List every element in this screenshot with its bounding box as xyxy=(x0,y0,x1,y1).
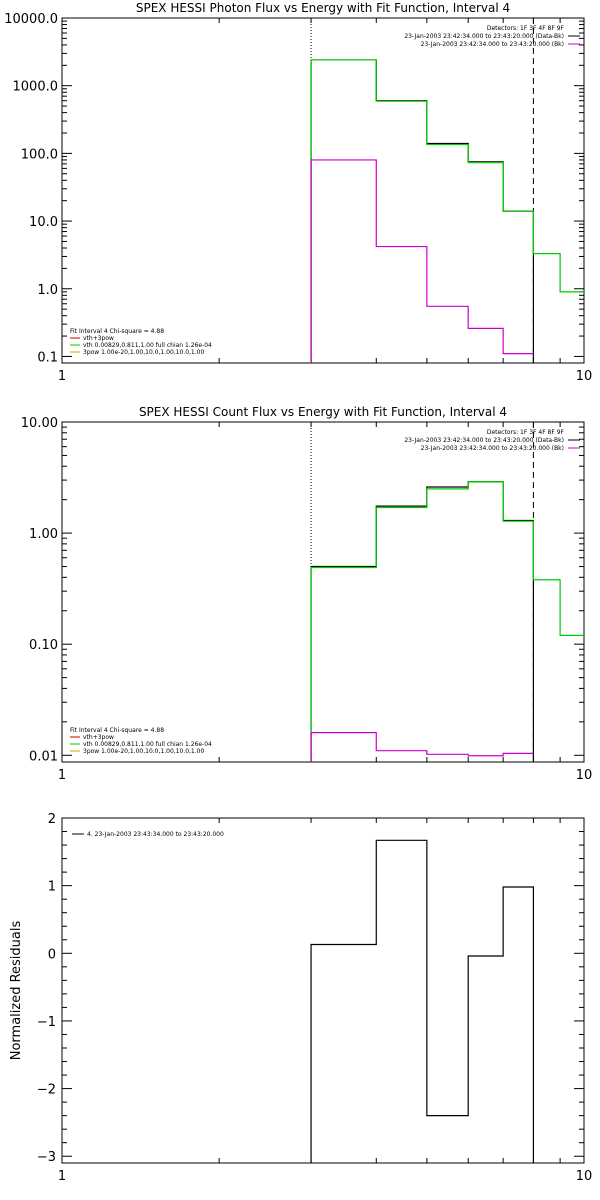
legend-label: vth+3pow xyxy=(83,734,114,741)
info-line: Detectors: 1F 3F 4F 8F 9F xyxy=(487,429,565,436)
y-tick-label: 10.0 xyxy=(29,215,58,230)
x-tick-label: 1 xyxy=(58,369,66,384)
chart-title: SPEX HESSI Count Flux vs Energy with Fit… xyxy=(139,405,507,419)
info-line: Detectors: 1F 3F 4F 8F 9F xyxy=(487,25,565,32)
info-line: 23-Jan-2003 23:42:34.000 to 23:43:20.000… xyxy=(404,33,564,40)
plot-frame xyxy=(61,817,585,1164)
y-tick-label: 0.10 xyxy=(29,638,58,653)
chart-panel-2: SPEX HESSI Count Flux vs Energy with Fit… xyxy=(21,405,592,783)
y-axis-label: Normalized Residuals xyxy=(9,921,24,1061)
series-step-1 xyxy=(310,839,535,1163)
info-line: 23-Jan-2003 23:42:34.000 to 23:43:20.000… xyxy=(404,437,564,444)
plot-frame xyxy=(61,17,585,364)
x-tick-label: 10 xyxy=(576,369,593,384)
legend-label: 3pow 1.00e-20,1.00,10.0,1.00,10.0,1.00 xyxy=(83,349,204,356)
y-tick-label: 2 xyxy=(48,812,56,827)
x-tick-label: 10 xyxy=(576,768,593,783)
series-step-3 xyxy=(310,159,534,363)
y-tick-label: 1 xyxy=(48,880,56,895)
y-tick-label: −2 xyxy=(37,1083,56,1098)
legend-header: Fit Interval 4 Chi-square = 4.88 xyxy=(70,727,164,734)
y-tick-label: 10.00 xyxy=(21,416,58,431)
y-tick-label: 10000.0 xyxy=(4,12,58,27)
y-tick-label: 100.0 xyxy=(21,147,58,162)
legend-label: 4. 23-Jan-2003 23:43:34.000 to 23:43:20.… xyxy=(87,831,224,838)
x-tick-label: 1 xyxy=(58,1169,66,1184)
series-step-1 xyxy=(310,59,535,363)
series-step-1 xyxy=(310,481,535,762)
series-step-2 xyxy=(310,481,584,762)
legend-label: vth 0.00829,0.811,1.00 full chian 1.26e-… xyxy=(83,342,212,349)
legend-label: 3pow 1.00e-20,1.00,10.0,1.00,10.0,1.00 xyxy=(83,748,204,755)
y-tick-label: 0.1 xyxy=(37,350,58,365)
plot-frame xyxy=(61,421,585,763)
y-tick-label: −1 xyxy=(37,1015,56,1030)
y-tick-label: 1.0 xyxy=(37,283,58,298)
series-step-3 xyxy=(310,732,534,762)
x-tick-label: 1 xyxy=(58,768,66,783)
chart-panel-3: 1 10 −3 −2 −1 0 1 2 Normalized Residuals 4. 23-Ja… xyxy=(9,812,592,1184)
chart-panel-1: SPEX HESSI Photon Flux vs Energy with Fi… xyxy=(4,1,592,384)
info-line: 23-Jan-2003 23:42:34.000 to 23:43:20.000… xyxy=(421,41,564,48)
x-tick-label: 10 xyxy=(576,1169,593,1184)
series-step-2 xyxy=(310,59,584,363)
y-tick-label: 1.00 xyxy=(29,527,58,542)
info-line: 23-Jan-2003 23:42:34.000 to 23:43:20.000… xyxy=(421,445,564,452)
y-tick-label: 0.01 xyxy=(29,749,58,764)
y-tick-label: −3 xyxy=(37,1150,56,1165)
legend-header: Fit Interval 4 Chi-square = 4.88 xyxy=(70,328,164,335)
chart-title: SPEX HESSI Photon Flux vs Energy with Fi… xyxy=(136,1,510,15)
legend-label: vth+3pow xyxy=(83,335,114,342)
y-tick-label: 1000.0 xyxy=(13,80,59,95)
legend-label: vth 0.00829,0.811,1.00 full chian 1.26e-… xyxy=(83,741,212,748)
y-tick-label: 0 xyxy=(48,947,56,962)
